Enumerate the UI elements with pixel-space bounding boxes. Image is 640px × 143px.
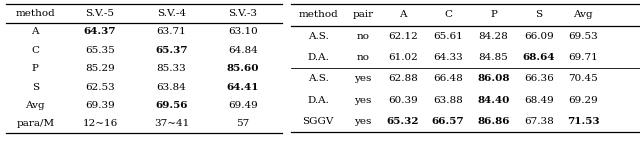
Text: 62.53: 62.53 (85, 83, 115, 92)
Text: 84.40: 84.40 (477, 96, 509, 105)
Text: 69.71: 69.71 (568, 53, 598, 62)
Text: 85.29: 85.29 (85, 64, 115, 73)
Text: para/M: para/M (16, 120, 54, 128)
Text: 70.45: 70.45 (568, 75, 598, 84)
Text: 69.49: 69.49 (228, 101, 258, 110)
Text: S.V.-5: S.V.-5 (86, 9, 115, 18)
Text: method: method (15, 9, 55, 18)
Text: P: P (32, 64, 39, 73)
Text: 63.88: 63.88 (433, 96, 463, 105)
Text: A: A (399, 10, 406, 19)
Text: 67.38: 67.38 (524, 117, 554, 126)
Text: 65.32: 65.32 (387, 117, 419, 126)
Text: yes: yes (354, 75, 371, 84)
Text: 86.86: 86.86 (477, 117, 509, 126)
Text: A.S.: A.S. (308, 32, 328, 41)
Text: 62.12: 62.12 (388, 32, 418, 41)
Text: 64.41: 64.41 (227, 83, 259, 92)
Text: 66.57: 66.57 (432, 117, 465, 126)
Text: P: P (490, 10, 497, 19)
Text: no: no (356, 32, 369, 41)
Text: 37~41: 37~41 (154, 120, 189, 128)
Text: A: A (31, 27, 39, 36)
Text: 84.28: 84.28 (479, 32, 508, 41)
Text: 85.33: 85.33 (157, 64, 186, 73)
Text: 68.64: 68.64 (523, 53, 555, 62)
Text: 61.02: 61.02 (388, 53, 418, 62)
Text: C: C (31, 46, 39, 55)
Text: 65.35: 65.35 (85, 46, 115, 55)
Text: yes: yes (354, 96, 371, 105)
Text: 71.53: 71.53 (567, 117, 600, 126)
Text: 84.85: 84.85 (479, 53, 508, 62)
Text: SGGV: SGGV (303, 117, 334, 126)
Text: method: method (298, 10, 338, 19)
Text: Avg: Avg (26, 101, 45, 110)
Text: S: S (32, 83, 39, 92)
Text: 63.71: 63.71 (157, 27, 186, 36)
Text: 12~16: 12~16 (83, 120, 118, 128)
Text: 57: 57 (236, 120, 250, 128)
Text: 69.53: 69.53 (568, 32, 598, 41)
Text: Avg: Avg (573, 10, 593, 19)
Text: 69.29: 69.29 (568, 96, 598, 105)
Text: C: C (444, 10, 452, 19)
Text: 65.61: 65.61 (433, 32, 463, 41)
Text: 63.10: 63.10 (228, 27, 258, 36)
Text: S.V.-4: S.V.-4 (157, 9, 186, 18)
Text: 66.09: 66.09 (524, 32, 554, 41)
Text: A.S.: A.S. (308, 75, 328, 84)
Text: 86.08: 86.08 (477, 75, 509, 84)
Text: 63.84: 63.84 (157, 83, 186, 92)
Text: S.V.-3: S.V.-3 (228, 9, 257, 18)
Text: D.A.: D.A. (307, 53, 329, 62)
Text: 85.60: 85.60 (227, 64, 259, 73)
Text: no: no (356, 53, 369, 62)
Text: 64.37: 64.37 (84, 27, 116, 36)
Text: pair: pair (352, 10, 373, 19)
Text: 60.39: 60.39 (388, 96, 418, 105)
Text: 68.49: 68.49 (524, 96, 554, 105)
Text: 64.84: 64.84 (228, 46, 258, 55)
Text: 64.33: 64.33 (433, 53, 463, 62)
Text: D.A.: D.A. (307, 96, 329, 105)
Text: 65.37: 65.37 (156, 46, 188, 55)
Text: 62.88: 62.88 (388, 75, 418, 84)
Text: 66.36: 66.36 (524, 75, 554, 84)
Text: S: S (535, 10, 543, 19)
Text: 69.39: 69.39 (85, 101, 115, 110)
Text: 66.48: 66.48 (433, 75, 463, 84)
Text: 69.56: 69.56 (156, 101, 188, 110)
Text: yes: yes (354, 117, 371, 126)
